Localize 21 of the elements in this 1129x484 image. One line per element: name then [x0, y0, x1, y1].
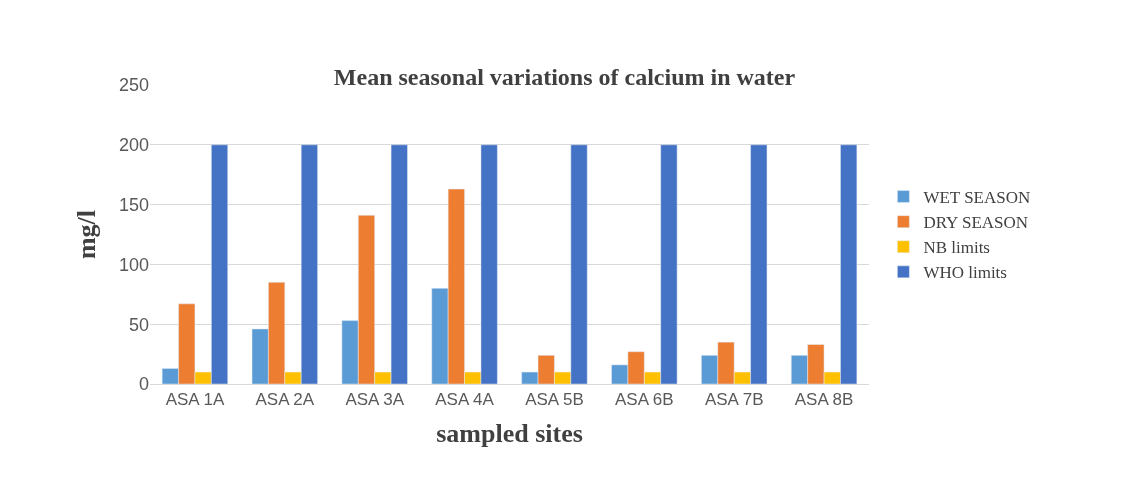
y-tick-label: 0	[138, 374, 149, 395]
x-tick-label: ASA 7B	[704, 390, 764, 410]
x-tick-label: ASA 4A	[435, 390, 495, 410]
legend-label: NB limits	[923, 238, 990, 258]
legend-label: DRY SEASON	[923, 213, 1029, 233]
y-tick-label: 50	[128, 314, 149, 335]
legend-label: WET SEASON	[923, 188, 1031, 208]
y-axis-title: mg/l	[72, 209, 102, 260]
x-tick-label: ASA 1A	[165, 390, 225, 410]
x-axis-title: sampled sites	[436, 419, 583, 449]
x-tick-label: ASA 3A	[345, 390, 405, 410]
y-tick-label: 150	[118, 194, 149, 215]
chart-title: Mean seasonal variations of calcium in water	[333, 63, 796, 90]
x-tick-label: ASA 8B	[794, 390, 854, 410]
y-tick-label: 250	[118, 75, 149, 96]
y-tick-label: 200	[118, 135, 149, 156]
x-tick-label: ASA 2A	[255, 390, 315, 410]
x-tick-label: ASA 5B	[525, 390, 584, 410]
x-tick-label: ASA 6B	[615, 390, 674, 410]
legend-label: WHO limits	[923, 263, 1007, 283]
y-tick-label: 100	[118, 254, 149, 275]
